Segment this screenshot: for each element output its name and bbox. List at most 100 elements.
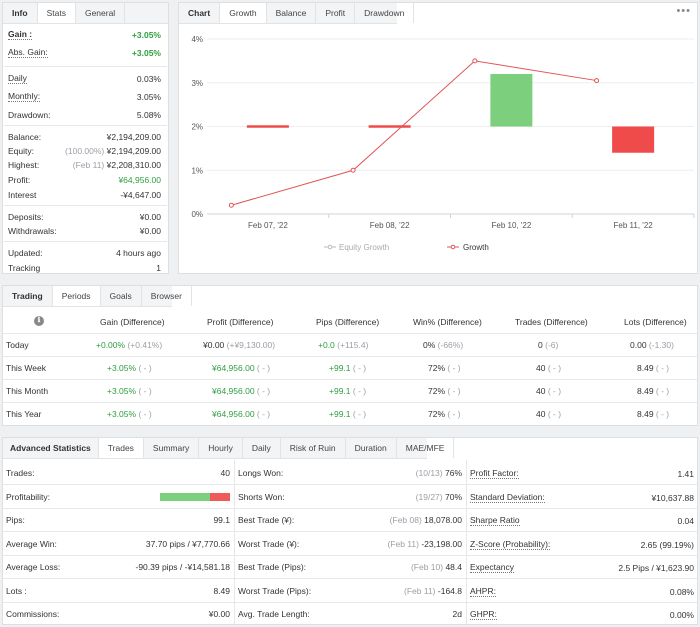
stat-value-group: (Feb 10) 48.4 bbox=[411, 562, 462, 572]
win-value: 0% bbox=[423, 340, 436, 350]
abs-gain-label[interactable]: Abs. Gain: bbox=[8, 47, 48, 58]
info-row-deposits: Deposits: ¥0.00 bbox=[8, 210, 161, 223]
stat-label: Profitability: bbox=[6, 492, 50, 502]
profit-cell: ¥64,956.00 ( - ) bbox=[212, 363, 270, 373]
candle-bar bbox=[490, 74, 533, 127]
gain-label[interactable]: Gain : bbox=[8, 29, 33, 40]
tab-daily[interactable]: Daily bbox=[243, 438, 281, 458]
stat-label[interactable]: Expectancy bbox=[470, 562, 514, 573]
interest-value: -¥4,647.00 bbox=[120, 189, 161, 200]
profit-value: ¥64,956.00 bbox=[118, 174, 161, 185]
stat-label[interactable]: GHPR: bbox=[470, 609, 497, 620]
trades-cell: 40 ( - ) bbox=[536, 363, 561, 373]
tab-trades[interactable]: Trades bbox=[98, 438, 144, 458]
growth-point bbox=[594, 78, 600, 84]
win-diff: ( - ) bbox=[447, 409, 461, 419]
info-row-updated: Updated: 4 hours ago bbox=[8, 246, 161, 259]
tab-stats[interactable]: Stats bbox=[37, 3, 76, 23]
lots-diff: ( - ) bbox=[655, 409, 670, 419]
pips-diff: ( - ) bbox=[352, 386, 367, 396]
divider bbox=[3, 484, 234, 485]
pips-value: +99.1 bbox=[329, 386, 351, 396]
info-row-abs-gain: Abs. Gain: +3.05% bbox=[8, 46, 161, 59]
stat-label: Best Trade (Pips): bbox=[238, 562, 307, 572]
tab-profit[interactable]: Profit bbox=[316, 3, 356, 23]
profit-value: ¥64,956.00 bbox=[212, 409, 255, 419]
stat-value: 70% bbox=[444, 492, 462, 502]
profitability-win-bar bbox=[160, 493, 211, 501]
balance-value: ¥2,194,209.00 bbox=[106, 131, 161, 142]
trades-value: 40 bbox=[536, 386, 546, 396]
profit-value: ¥0.00 bbox=[203, 340, 225, 350]
tab-balance[interactable]: Balance bbox=[267, 3, 317, 23]
stat-label[interactable]: Standard Deviation: bbox=[470, 492, 545, 503]
stat-value-group: (10/13) 76% bbox=[416, 468, 462, 478]
gain-value: +3.05% bbox=[107, 363, 137, 373]
stat-shorts-won: Shorts Won: (19/27) 70% bbox=[238, 492, 462, 502]
stat-label: Lots : bbox=[6, 586, 27, 596]
tab-growth[interactable]: Growth bbox=[220, 3, 267, 23]
col-header-gain: Gain (Difference) bbox=[100, 317, 165, 327]
lots-diff: ( - ) bbox=[655, 363, 670, 373]
monthly-label[interactable]: Monthly: bbox=[8, 91, 41, 102]
withdrawals-value: ¥0.00 bbox=[139, 225, 161, 236]
chart-menu-icon[interactable]: ••• bbox=[676, 5, 691, 17]
trades-cell: 40 ( - ) bbox=[536, 386, 561, 396]
tab-drawdown[interactable]: Drawdown bbox=[355, 3, 415, 23]
divider bbox=[3, 379, 697, 380]
tab-mae-mfe[interactable]: MAE/MFE bbox=[397, 438, 455, 458]
trades-value: 40 bbox=[536, 409, 546, 419]
stat-label[interactable]: AHPR: bbox=[470, 586, 496, 597]
tab-trading[interactable]: Trading bbox=[3, 286, 53, 306]
gain-diff: (+0.41%) bbox=[127, 340, 163, 350]
divider bbox=[467, 484, 697, 485]
info-row-drawdown: Drawdown: 5.08% bbox=[8, 108, 161, 121]
info-tabbar: Info Stats General bbox=[3, 3, 168, 24]
tab-summary[interactable]: Summary bbox=[144, 438, 200, 458]
profit-cell: ¥64,956.00 ( - ) bbox=[212, 409, 270, 419]
stat-value: 48.4 bbox=[445, 562, 462, 572]
tab-general[interactable]: General bbox=[76, 3, 126, 23]
tab-browser[interactable]: Browser bbox=[142, 286, 192, 306]
tab-duration[interactable]: Duration bbox=[346, 438, 397, 458]
growth-point bbox=[228, 202, 234, 208]
advanced-tabbar: Advanced Statistics Trades Summary Hourl… bbox=[3, 438, 455, 459]
stat-label[interactable]: Profit Factor: bbox=[470, 468, 519, 479]
stat-value: ¥0.00 bbox=[208, 609, 230, 619]
equity-value-group: (100.00%) ¥2,194,209.00 bbox=[65, 146, 161, 156]
stat-pre: (19/27) bbox=[415, 492, 443, 502]
stat-label: Best Trade (¥): bbox=[238, 515, 295, 525]
x-tick-label: Feb 10, '22 bbox=[491, 221, 531, 230]
stat-label[interactable]: Z-Score (Probability): bbox=[470, 539, 551, 550]
tab-chart[interactable]: Chart bbox=[179, 3, 221, 23]
tab-periods[interactable]: Periods bbox=[52, 286, 101, 306]
tab-hourly[interactable]: Hourly bbox=[199, 438, 243, 458]
divider bbox=[467, 508, 697, 509]
legend-growth-label: Growth bbox=[463, 243, 489, 252]
stat-label: Avg. Trade Length: bbox=[238, 609, 310, 619]
gain-cell: +3.05% ( - ) bbox=[107, 409, 152, 419]
stat-label: Trades: bbox=[6, 468, 35, 478]
tab-advanced-statistics[interactable]: Advanced Statistics bbox=[3, 438, 99, 458]
interest-label: Interest bbox=[8, 189, 37, 200]
pips-diff: (+115.4) bbox=[337, 340, 369, 350]
lots-diff: ( - ) bbox=[655, 386, 670, 396]
tab-goals[interactable]: Goals bbox=[101, 286, 142, 306]
divider bbox=[3, 555, 234, 556]
profit-cell: ¥64,956.00 ( - ) bbox=[212, 386, 270, 396]
info-icon[interactable]: ℹ bbox=[34, 316, 44, 326]
tab-risk-of-ruin[interactable]: Risk of Ruin bbox=[281, 438, 346, 458]
tab-info[interactable]: Info bbox=[3, 3, 38, 23]
daily-label[interactable]: Daily bbox=[8, 73, 27, 84]
win-cell: 72% ( - ) bbox=[428, 386, 461, 396]
stat-expectancy: Expectancy 2.5 Pips / ¥1,623.90 bbox=[470, 562, 694, 573]
gain-diff: ( - ) bbox=[138, 363, 152, 373]
info-row-profit: Profit: ¥64,956.00 bbox=[8, 173, 161, 186]
info-row-tracking: Tracking 1 bbox=[8, 261, 161, 274]
stat-value: -164.8 bbox=[437, 586, 462, 596]
y-tick-label: 0% bbox=[191, 210, 203, 219]
stat-value: 76% bbox=[444, 468, 462, 478]
stat-label[interactable]: Sharpe Ratio bbox=[470, 515, 520, 526]
stat-value-group: (Feb 11) -164.8 bbox=[404, 586, 462, 596]
stat-value: 0.08% bbox=[669, 586, 694, 597]
